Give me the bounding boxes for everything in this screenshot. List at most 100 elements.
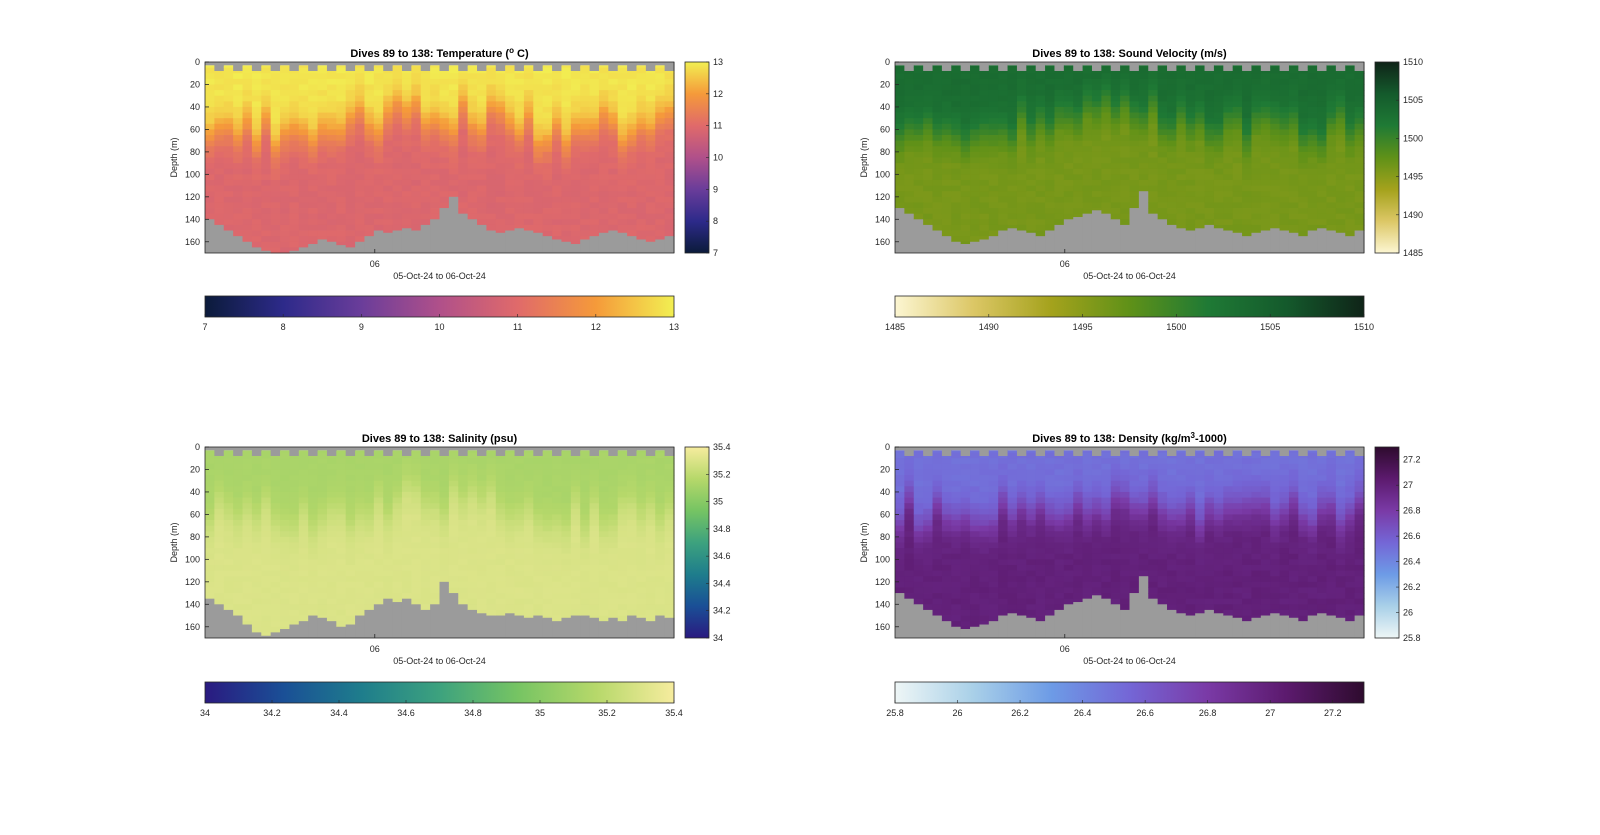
heatmap-cell	[243, 520, 253, 526]
heatmap-cell	[318, 219, 328, 225]
heatmap-cell	[1186, 79, 1196, 85]
heatmap-cell	[533, 571, 543, 577]
heatmap-cell	[1130, 186, 1140, 192]
heatmap-cell	[618, 124, 628, 130]
heatmap-cell	[561, 469, 571, 475]
heatmap-cell	[1298, 113, 1308, 119]
heatmap-cell	[261, 169, 271, 175]
y-tick-label: 40	[190, 102, 200, 112]
heatmap-cell	[914, 163, 924, 169]
heatmap-cell	[1036, 191, 1046, 197]
heatmap-cell	[1205, 141, 1215, 147]
heatmap-cell	[1111, 96, 1121, 102]
heatmap-cell	[336, 464, 346, 470]
heatmap-cell	[1355, 163, 1365, 169]
heatmap-cell	[914, 158, 924, 164]
heatmap-cell	[477, 481, 487, 487]
heatmap-cell	[524, 582, 534, 588]
heatmap-cell	[533, 537, 543, 543]
heatmap-cell	[561, 146, 571, 152]
colorbar-tick-label: 34.4	[713, 578, 731, 588]
heatmap-cell	[224, 576, 234, 582]
seabed-cell	[895, 208, 905, 253]
heatmap-cell	[449, 565, 459, 571]
heatmap-cell	[336, 475, 346, 481]
seabed-cell	[1186, 231, 1196, 253]
heatmap-cell	[496, 146, 506, 152]
heatmap-cell	[571, 610, 581, 616]
heatmap-cell	[646, 180, 656, 186]
heatmap-cell	[665, 96, 675, 102]
heatmap-cell	[923, 191, 933, 197]
heatmap-cell	[318, 180, 328, 186]
seabed-cell	[346, 625, 356, 638]
heatmap-cell	[383, 174, 393, 180]
heatmap-cell	[346, 486, 356, 492]
heatmap-cell	[1111, 214, 1121, 220]
heatmap-cell	[646, 73, 656, 79]
heatmap-cell	[402, 124, 412, 130]
heatmap-cell	[970, 84, 980, 90]
heatmap-cell	[608, 90, 618, 96]
heatmap-cell	[895, 68, 905, 74]
heatmap-cell	[327, 587, 337, 593]
seabed-cell	[1289, 233, 1299, 253]
heatmap-cell	[904, 124, 914, 130]
heatmap-cell	[430, 531, 440, 537]
heatmap-cell	[552, 236, 562, 240]
heatmap-cell	[1242, 90, 1252, 96]
heatmap-cell	[627, 554, 637, 560]
heatmap-cell	[979, 152, 989, 158]
heatmap-cell	[904, 146, 914, 152]
heatmap-cell	[1101, 197, 1111, 203]
heatmap-cell	[411, 118, 421, 124]
heatmap-cell	[205, 526, 215, 532]
heatmap-cell	[515, 169, 525, 175]
heatmap-cell	[1261, 113, 1271, 119]
hcolorbar-tick-label: 34.2	[263, 708, 281, 718]
heatmap-cell	[923, 202, 933, 208]
heatmap-cell	[1270, 158, 1280, 164]
heatmap-cell	[308, 197, 318, 203]
heatmap-cell	[998, 152, 1008, 158]
heatmap-cell	[214, 118, 224, 124]
heatmap-cell	[655, 180, 665, 186]
heatmap-cell	[1083, 163, 1093, 169]
heatmap-cell	[346, 531, 356, 537]
heatmap-cell	[318, 90, 328, 96]
heatmap-cell	[430, 158, 440, 164]
heatmap-cell	[430, 152, 440, 158]
heatmap-cell	[233, 543, 243, 549]
heatmap-cell	[1261, 146, 1271, 152]
heatmap-cell	[961, 152, 971, 158]
heatmap-cell	[449, 84, 459, 90]
heatmap-cell	[393, 84, 403, 90]
heatmap-cell	[646, 486, 656, 492]
heatmap-cell	[430, 565, 440, 571]
heatmap	[895, 447, 1365, 638]
heatmap-cell	[243, 582, 253, 588]
heatmap-cell	[364, 208, 374, 214]
heatmap-cell	[1233, 107, 1243, 113]
hcolorbar-tick-label: 35.2	[598, 708, 616, 718]
heatmap-cell	[336, 587, 346, 593]
heatmap-cell	[393, 464, 403, 470]
no-data-cell	[364, 447, 374, 456]
heatmap-cell	[1130, 96, 1140, 102]
heatmap-cell	[299, 514, 309, 520]
heatmap-cell	[430, 107, 440, 113]
heatmap-cell	[1120, 141, 1130, 147]
heatmap-cell	[1176, 202, 1186, 208]
no-data-cell	[665, 62, 675, 71]
heatmap-cell	[486, 453, 496, 459]
heatmap-cell	[599, 587, 609, 593]
heatmap-cell	[1073, 174, 1083, 180]
heatmap-cell	[233, 498, 243, 504]
heatmap-cell	[271, 543, 281, 549]
heatmap-cell	[524, 79, 534, 85]
heatmap-cell	[477, 531, 487, 537]
heatmap-cell	[421, 96, 431, 102]
no-data-cell	[608, 62, 618, 71]
heatmap-cell	[411, 163, 421, 169]
heatmap-cell	[318, 554, 328, 560]
